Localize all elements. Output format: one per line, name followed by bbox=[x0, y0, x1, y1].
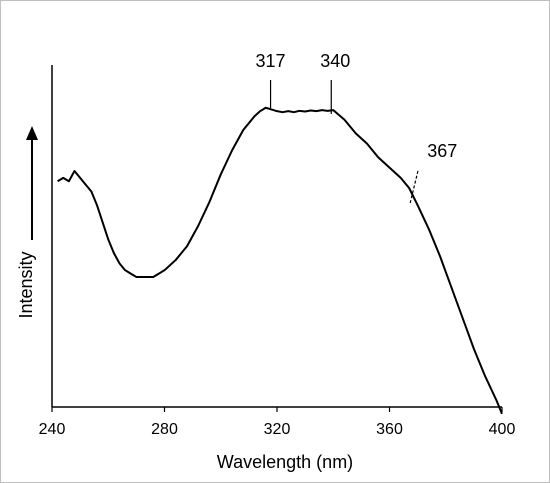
x-tick-label: 240 bbox=[39, 421, 66, 438]
y-axis-title: Intensity bbox=[16, 251, 36, 318]
x-tick-label: 400 bbox=[489, 421, 516, 438]
x-tick-label: 320 bbox=[264, 421, 291, 438]
peak-label-367: 367 bbox=[427, 141, 457, 161]
x-tick-label: 360 bbox=[376, 421, 403, 438]
x-axis-title: Wavelength (nm) bbox=[217, 452, 353, 472]
peak-marker-367 bbox=[409, 169, 419, 204]
axes-layer: 240 280 320 360 400 bbox=[39, 65, 516, 438]
x-tick-label: 280 bbox=[151, 421, 178, 438]
spectrum-line-0 bbox=[57, 106, 503, 415]
annotation-layer: 317 340 367 bbox=[256, 51, 457, 204]
peak-label-340: 340 bbox=[320, 51, 350, 71]
series-layer bbox=[57, 106, 503, 415]
y-axis-arrowhead-icon bbox=[26, 126, 38, 140]
peak-label-317: 317 bbox=[256, 51, 286, 71]
